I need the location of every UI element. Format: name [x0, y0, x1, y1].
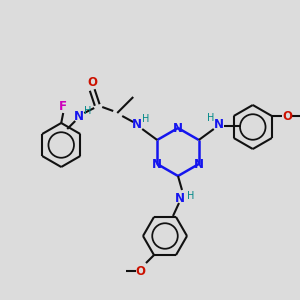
Text: N: N: [214, 118, 224, 131]
Text: O: O: [283, 110, 293, 122]
Text: F: F: [59, 100, 67, 113]
Text: N: N: [194, 158, 204, 170]
Text: H: H: [142, 114, 149, 124]
Text: H: H: [187, 191, 195, 201]
Text: N: N: [74, 110, 84, 124]
Text: N: N: [132, 118, 142, 131]
Text: O: O: [135, 265, 145, 278]
Text: H: H: [83, 106, 91, 116]
Text: O: O: [87, 76, 97, 89]
Text: N: N: [175, 191, 185, 205]
Text: N: N: [173, 122, 183, 134]
Text: N: N: [152, 158, 162, 170]
Text: H: H: [207, 113, 214, 123]
